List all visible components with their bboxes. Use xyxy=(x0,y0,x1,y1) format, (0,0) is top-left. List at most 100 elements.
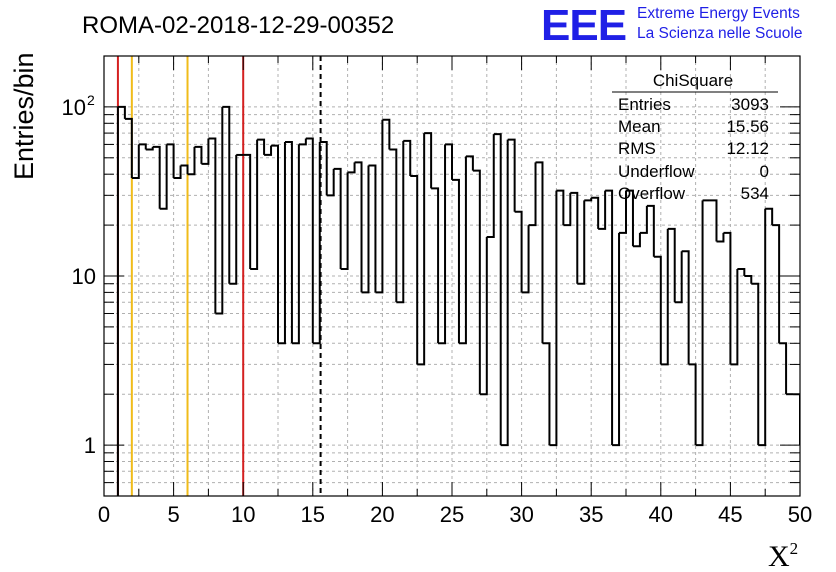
x-tick-label: 40 xyxy=(649,502,673,527)
histogram-bin xyxy=(368,164,377,293)
x-tick-label: 25 xyxy=(440,502,464,527)
histogram-bin xyxy=(326,168,335,197)
histogram-bin xyxy=(542,342,551,446)
histogram-bin xyxy=(284,141,293,344)
histogram-bin xyxy=(194,145,203,164)
histogram-bin xyxy=(166,143,175,178)
histogram-bin xyxy=(521,225,530,294)
histogram-bin xyxy=(340,172,349,271)
histogram-bin xyxy=(828,276,835,364)
histogram-bin xyxy=(751,282,760,446)
histogram-bin xyxy=(507,138,516,212)
y-tick-label-exponent: 2 xyxy=(87,92,95,108)
histogram-bin xyxy=(744,275,753,284)
stats-entries-value: 3093 xyxy=(731,95,769,114)
histogram-bin xyxy=(438,144,447,345)
stats-box: ChiSquare Entries 3093 Mean 15.56 RMS 12… xyxy=(612,71,778,203)
histogram-bin xyxy=(709,199,718,242)
histogram-bin xyxy=(152,145,161,209)
histogram-bin xyxy=(271,144,279,344)
histogram-bin xyxy=(305,137,314,344)
histogram-bin xyxy=(458,156,467,345)
histogram-bin xyxy=(821,215,828,365)
histogram-bin xyxy=(765,207,774,226)
histogram-bin xyxy=(452,178,460,344)
histogram-bin xyxy=(291,144,300,345)
histogram-bin xyxy=(584,197,593,202)
histogram-bin xyxy=(591,196,600,229)
x-tick-label: 45 xyxy=(718,502,742,527)
histogram-bin xyxy=(626,189,634,247)
histogram-bin xyxy=(535,161,544,344)
x-tick-label: 5 xyxy=(167,502,179,527)
histogram-bin xyxy=(319,141,328,196)
histogram-bin xyxy=(180,164,189,175)
histogram-bin xyxy=(639,205,648,234)
histogram-bin xyxy=(493,133,502,446)
histogram-bin xyxy=(632,232,641,248)
stats-entries-label: Entries xyxy=(618,95,671,114)
histogram-bin xyxy=(424,132,433,189)
x-tick-label: 10 xyxy=(231,502,255,527)
histogram-bin xyxy=(403,139,412,177)
histogram-bin xyxy=(563,192,572,227)
histogram-bin xyxy=(208,137,217,314)
histogram-bin xyxy=(500,139,509,447)
x-tick-label: 35 xyxy=(579,502,603,527)
histogram-bin xyxy=(605,189,614,446)
histogram-bin xyxy=(382,118,391,150)
histogram-bin xyxy=(312,142,321,345)
histogram-bin xyxy=(116,106,119,496)
histogram-bin xyxy=(396,140,405,304)
x-axis-label-superscript: 2 xyxy=(790,539,799,558)
histogram-bin xyxy=(660,228,669,366)
histogram-bin xyxy=(431,187,440,344)
histogram-bin xyxy=(159,144,168,210)
stats-rms-value: 12.12 xyxy=(726,139,769,158)
y-tick-label: 10 xyxy=(62,95,86,120)
x-tick-label: 50 xyxy=(788,502,812,527)
y-tick-label: 1 xyxy=(84,433,96,458)
x-axis-label-base: X xyxy=(768,540,790,572)
histogram-bin xyxy=(222,105,231,284)
histogram-bin xyxy=(250,139,259,271)
histogram-bin xyxy=(264,145,273,156)
histogram-bin xyxy=(479,237,488,396)
x-tick-label: 15 xyxy=(301,502,325,527)
histogram-bin xyxy=(646,204,655,257)
histogram-bin xyxy=(814,215,821,293)
histogram-bin xyxy=(577,200,586,285)
y-axis-label: Entries/bin xyxy=(9,52,39,180)
histogram-bin xyxy=(674,251,683,304)
histogram-bin xyxy=(730,269,739,366)
histogram-bin xyxy=(445,143,453,180)
histogram-bin xyxy=(124,117,133,178)
histogram-bin xyxy=(361,165,370,294)
histogram-bin xyxy=(486,134,495,239)
histogram-bin xyxy=(758,208,767,447)
histogram-bin xyxy=(145,146,154,151)
stats-rms-label: RMS xyxy=(618,139,656,158)
stats-underflow-label: Underflow xyxy=(618,162,695,181)
histogram-bin xyxy=(201,138,210,165)
y-tick-label: 10 xyxy=(72,264,96,289)
histogram-bin xyxy=(138,143,147,150)
histogram-bin xyxy=(347,162,356,174)
histogram-bin xyxy=(465,155,474,171)
histogram-bin xyxy=(131,144,140,179)
histogram-bin xyxy=(472,169,481,395)
histogram-bin xyxy=(375,119,384,294)
logo-line-2: La Scienza nelle Scuole xyxy=(637,25,802,42)
histogram-bin xyxy=(556,189,565,226)
x-tick-label: 0 xyxy=(98,502,110,527)
histogram-bin xyxy=(653,255,662,365)
histogram-bin xyxy=(389,148,398,303)
histogram-bin xyxy=(354,161,363,293)
stats-overflow-label: Overflow xyxy=(618,184,686,203)
histogram-bin xyxy=(619,190,627,234)
logo-line-1: Extreme Energy Events xyxy=(637,5,800,22)
histogram-bin xyxy=(667,227,676,303)
histogram-bin xyxy=(779,342,788,395)
